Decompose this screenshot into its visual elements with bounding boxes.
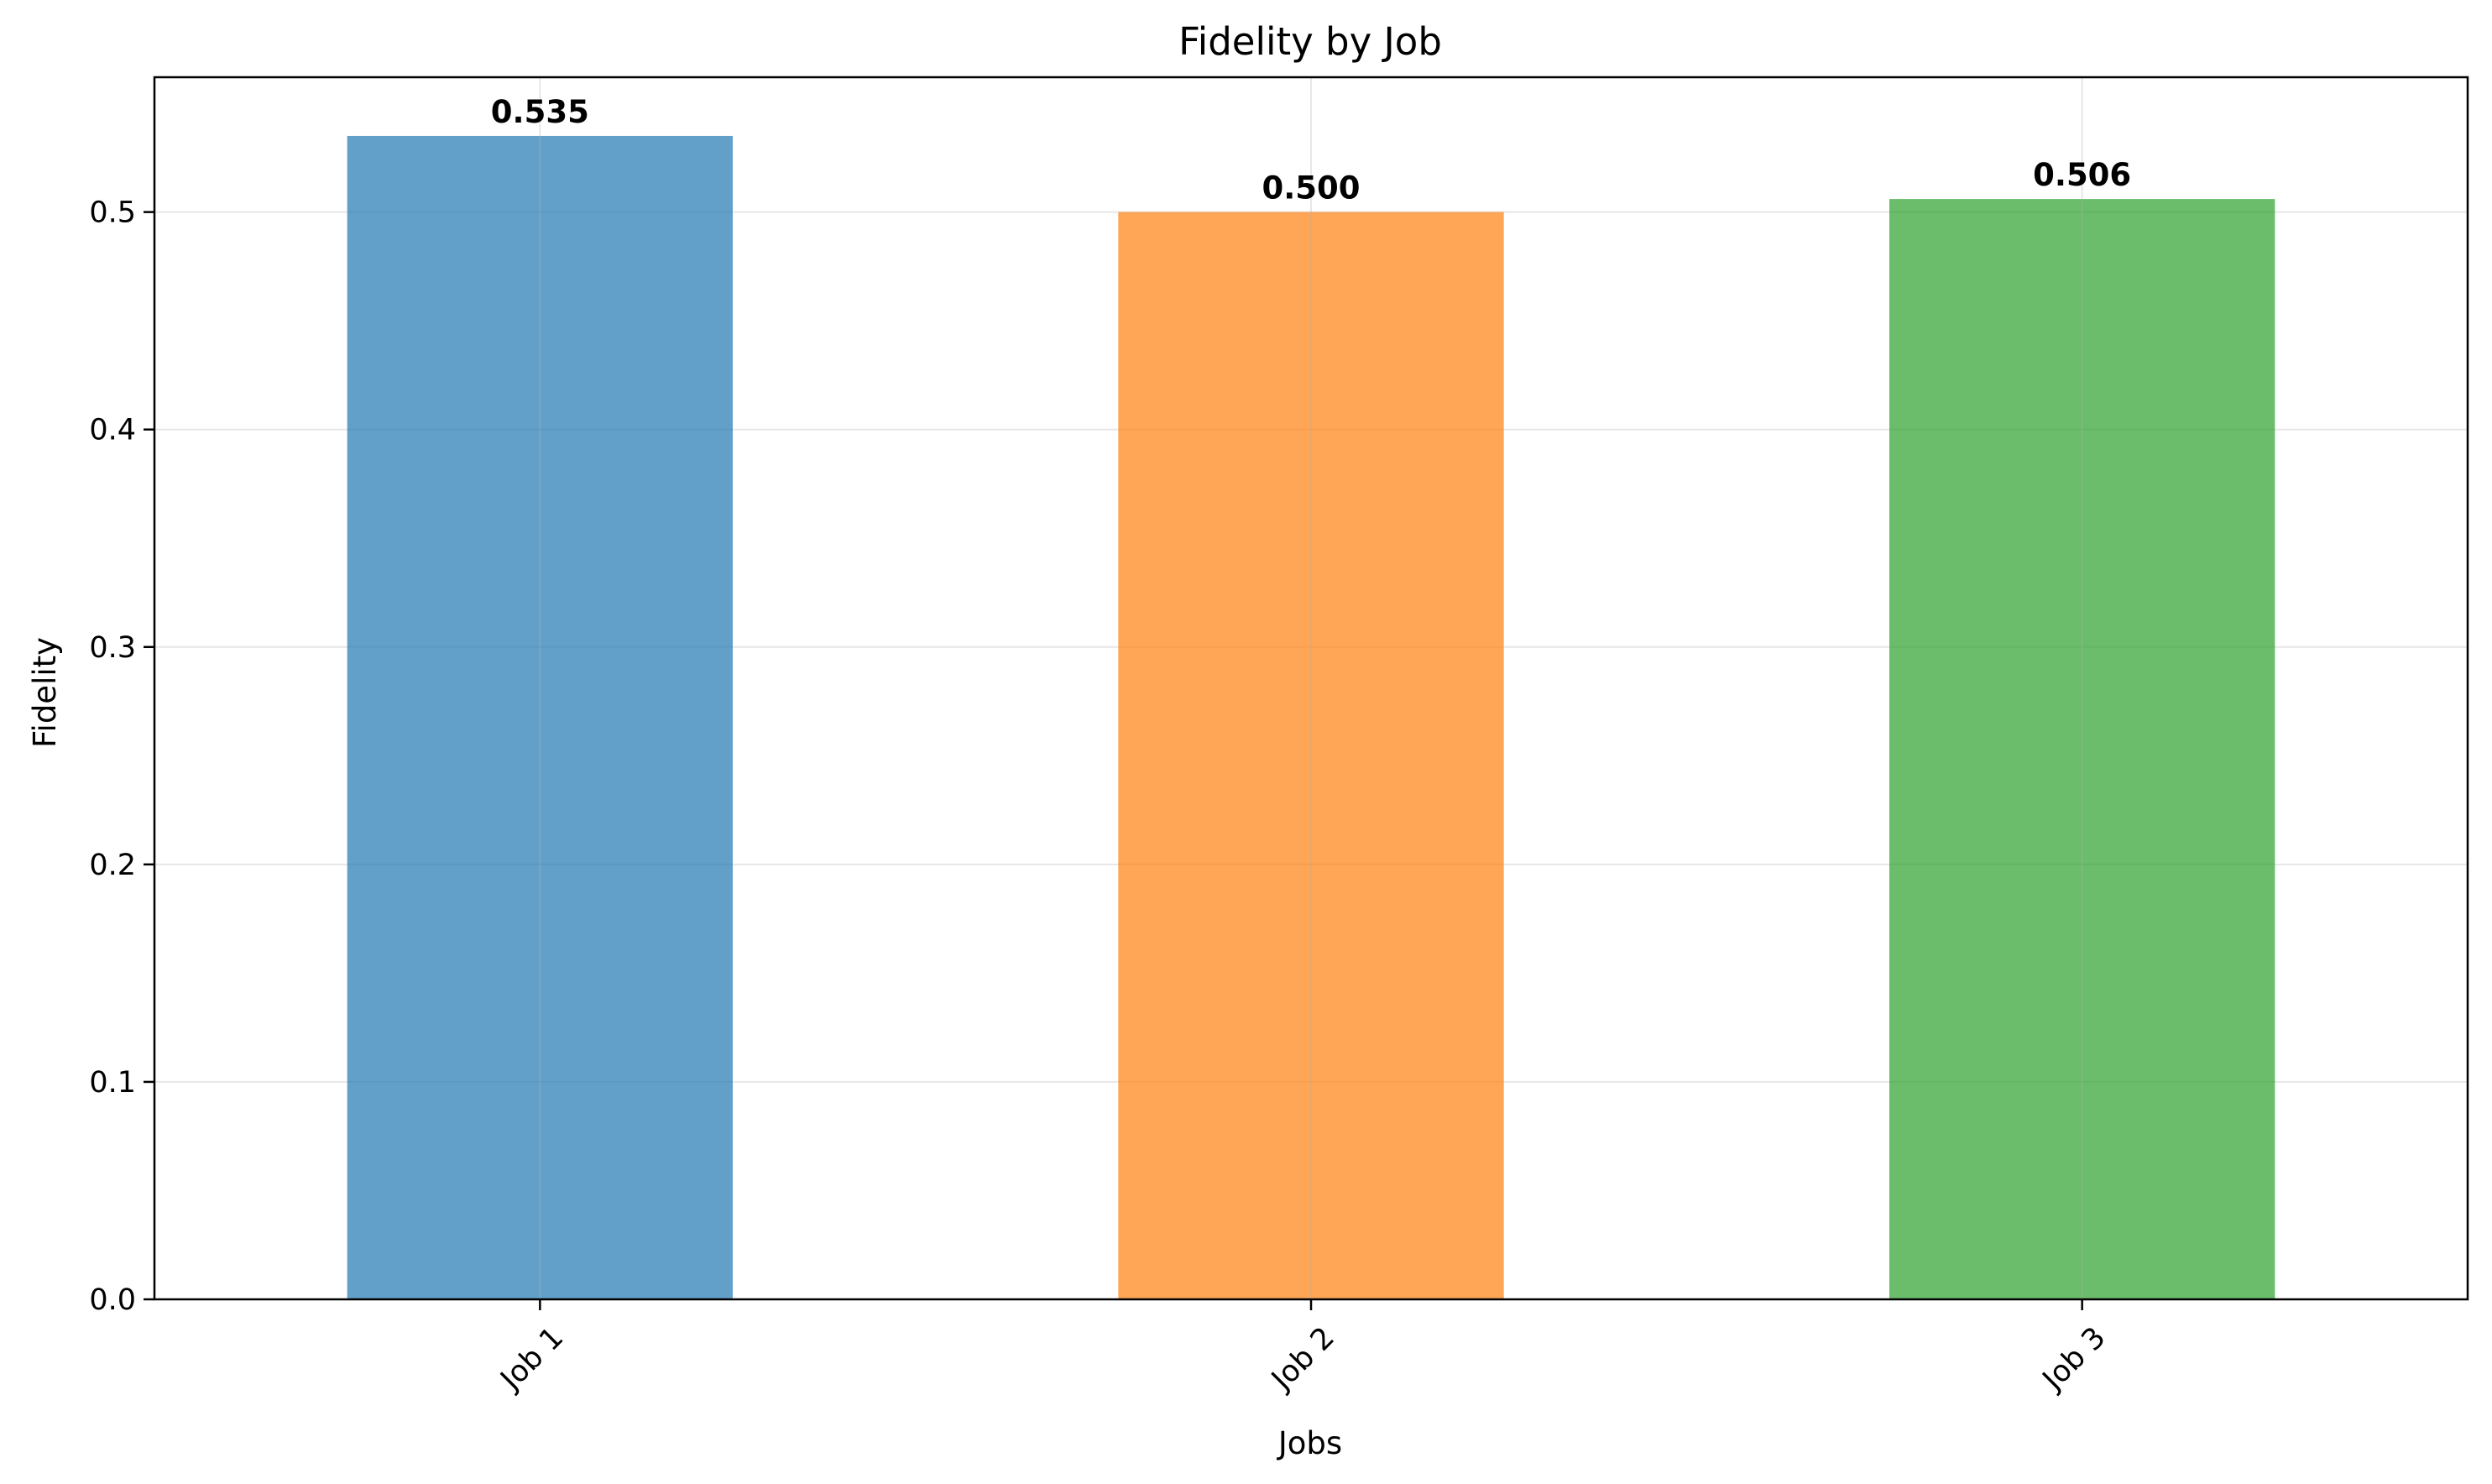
bar-job-3 bbox=[1889, 199, 2275, 1300]
y-axis-label: Fidelity bbox=[27, 637, 63, 748]
y-tick-label-3: 0.3 bbox=[89, 631, 136, 665]
data-label-2: 0.500 bbox=[1262, 170, 1360, 206]
y-tick-label-2: 0.2 bbox=[89, 849, 136, 882]
data-label-3: 0.506 bbox=[2033, 157, 2131, 193]
data-labels: 0.535 0.500 0.506 bbox=[491, 94, 2131, 206]
y-tick-label-5: 0.5 bbox=[89, 196, 136, 230]
y-tick-label-0: 0.0 bbox=[89, 1283, 136, 1317]
plot-area-frame bbox=[153, 76, 2469, 1301]
y-axis-ticks: 0.0 0.1 0.2 0.3 0.4 0.5 bbox=[89, 196, 154, 1317]
y-tick-label-1: 0.1 bbox=[89, 1066, 136, 1100]
bar-job-2 bbox=[1118, 212, 1504, 1299]
y-tick-label-4: 0.4 bbox=[89, 414, 136, 447]
x-axis-label: Jobs bbox=[1277, 1425, 1342, 1461]
data-label-1: 0.535 bbox=[491, 94, 589, 130]
chart-title: Fidelity by Job bbox=[1178, 19, 1442, 64]
bar-job-1 bbox=[347, 135, 733, 1299]
vertical-gridlines bbox=[539, 77, 2083, 1299]
bars bbox=[347, 135, 2275, 1300]
